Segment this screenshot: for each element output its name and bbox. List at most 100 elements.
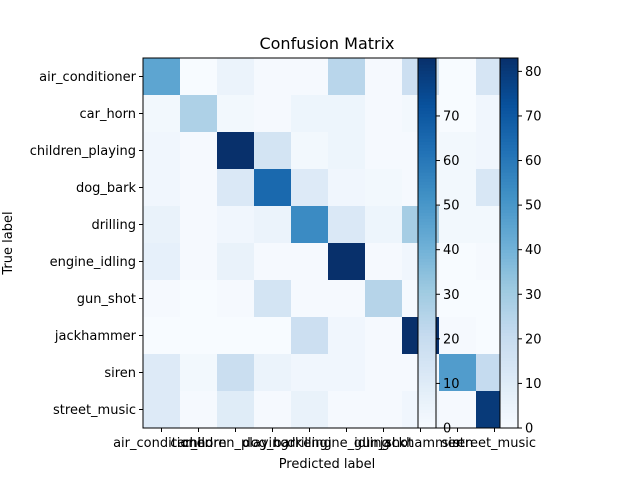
heatmap-cell <box>217 280 255 318</box>
colorbar-segment <box>500 350 518 355</box>
colorbar-segment <box>500 249 518 253</box>
colorbar-segment <box>418 116 436 121</box>
colorbar-segment <box>418 394 436 398</box>
colorbar-segment <box>418 335 436 340</box>
colorbar-segment <box>418 159 436 164</box>
colorbar-segment <box>418 147 436 152</box>
colorbar-segment <box>500 341 518 346</box>
colorbar-segment <box>418 317 436 321</box>
colorbar-segment <box>500 199 518 204</box>
heatmap-cell <box>328 243 366 281</box>
colorbar-segment <box>500 394 518 398</box>
heatmap-cell <box>217 354 255 392</box>
colorbar-segment <box>418 141 436 145</box>
colorbar-segment <box>500 292 518 297</box>
colorbar-segment <box>500 76 518 81</box>
colorbar-segment <box>500 239 518 244</box>
heatmap-cell <box>143 280 181 318</box>
colorbar-segment <box>418 403 436 408</box>
colorbar-segment <box>500 162 518 167</box>
colorbar-segment <box>418 193 436 198</box>
heatmap-cell <box>143 243 181 281</box>
colorbar-tick-label: 10 <box>443 377 460 392</box>
colorbar-tick-label: 70 <box>525 109 542 124</box>
colorbar-segment <box>500 187 518 192</box>
heatmap-cell <box>180 132 218 170</box>
colorbar-segment <box>500 384 518 389</box>
colorbar-segment <box>418 215 436 219</box>
y-tick-label: engine_idling <box>50 255 136 270</box>
colorbar-segment <box>500 354 518 358</box>
heatmap-cell <box>180 58 218 96</box>
heatmap-cell <box>143 169 181 207</box>
heatmap-cell <box>291 243 329 281</box>
colorbar-segment <box>500 82 518 87</box>
heatmap-cell <box>143 58 181 96</box>
colorbar-segment <box>418 304 436 309</box>
heatmap-cell <box>365 391 403 429</box>
colorbar-segment <box>418 344 436 349</box>
colorbar-tick-label: 40 <box>525 243 542 258</box>
colorbar-segment <box>500 85 518 90</box>
colorbar-segment <box>500 403 518 408</box>
colorbar-segment <box>500 301 518 306</box>
y-tick-label: jackhammer <box>54 329 137 344</box>
x-tick-label: drilling <box>287 436 332 451</box>
colorbar-segment <box>418 172 436 176</box>
colorbar-segment <box>418 276 436 281</box>
colorbar-segment <box>500 113 518 118</box>
colorbar-segment <box>418 227 436 232</box>
heatmap-cell <box>143 391 181 429</box>
colorbar-segment <box>418 82 436 87</box>
colorbar-segment <box>500 258 518 263</box>
colorbar-segment <box>500 67 518 71</box>
heatmap-cell <box>328 280 366 318</box>
colorbar-segment <box>500 107 518 112</box>
colorbar-segment <box>500 73 518 78</box>
colorbar-segment <box>418 421 436 426</box>
colorbar-segment <box>418 153 436 158</box>
colorbar-segment <box>500 104 518 108</box>
colorbar-segment <box>500 283 518 287</box>
heatmap-cell <box>291 280 329 318</box>
colorbar-segment <box>418 338 436 343</box>
colorbar-segment <box>418 202 436 207</box>
colorbar-segment <box>418 295 436 300</box>
heatmap-cell <box>217 243 255 281</box>
colorbar-segment <box>500 227 518 232</box>
heatmap-cell <box>254 132 292 170</box>
colorbar-segment <box>500 397 518 401</box>
colorbar-segment <box>418 70 436 75</box>
colorbar-segment <box>418 298 436 303</box>
heatmap-cell <box>217 95 255 133</box>
colorbar-tick-label: 40 <box>443 243 460 258</box>
heatmap-cell <box>439 169 477 207</box>
colorbar-segment <box>418 233 436 238</box>
colorbar-segment <box>418 424 436 429</box>
colorbar-segment <box>500 332 518 337</box>
colorbar-segment <box>500 91 518 96</box>
colorbar-segment <box>500 424 518 429</box>
heatmap-cell <box>365 132 403 170</box>
colorbar-tick-label: 30 <box>525 288 542 303</box>
colorbar-segment <box>418 230 436 235</box>
colorbar-1: 0 10 20 30 40 50 60 70 <box>417 57 460 437</box>
colorbar-segment <box>418 363 436 367</box>
colorbar-tick-label: 20 <box>443 332 460 347</box>
colorbar-segment <box>500 357 518 361</box>
colorbar-segment <box>418 286 436 290</box>
colorbar-segment <box>418 64 436 68</box>
colorbar-segment <box>500 280 518 284</box>
colorbar-segment <box>418 347 436 352</box>
heatmap-cell <box>439 354 477 392</box>
colorbar-segment <box>500 387 518 392</box>
heatmap-cell <box>180 169 218 207</box>
heatmap-cell <box>365 354 403 392</box>
colorbar-segment <box>500 128 518 133</box>
colorbar-segment <box>418 357 436 361</box>
heatmap-cell <box>365 206 403 244</box>
colorbar-segment <box>500 212 518 216</box>
heatmap-cell <box>254 58 292 96</box>
colorbar-segment <box>418 67 436 71</box>
